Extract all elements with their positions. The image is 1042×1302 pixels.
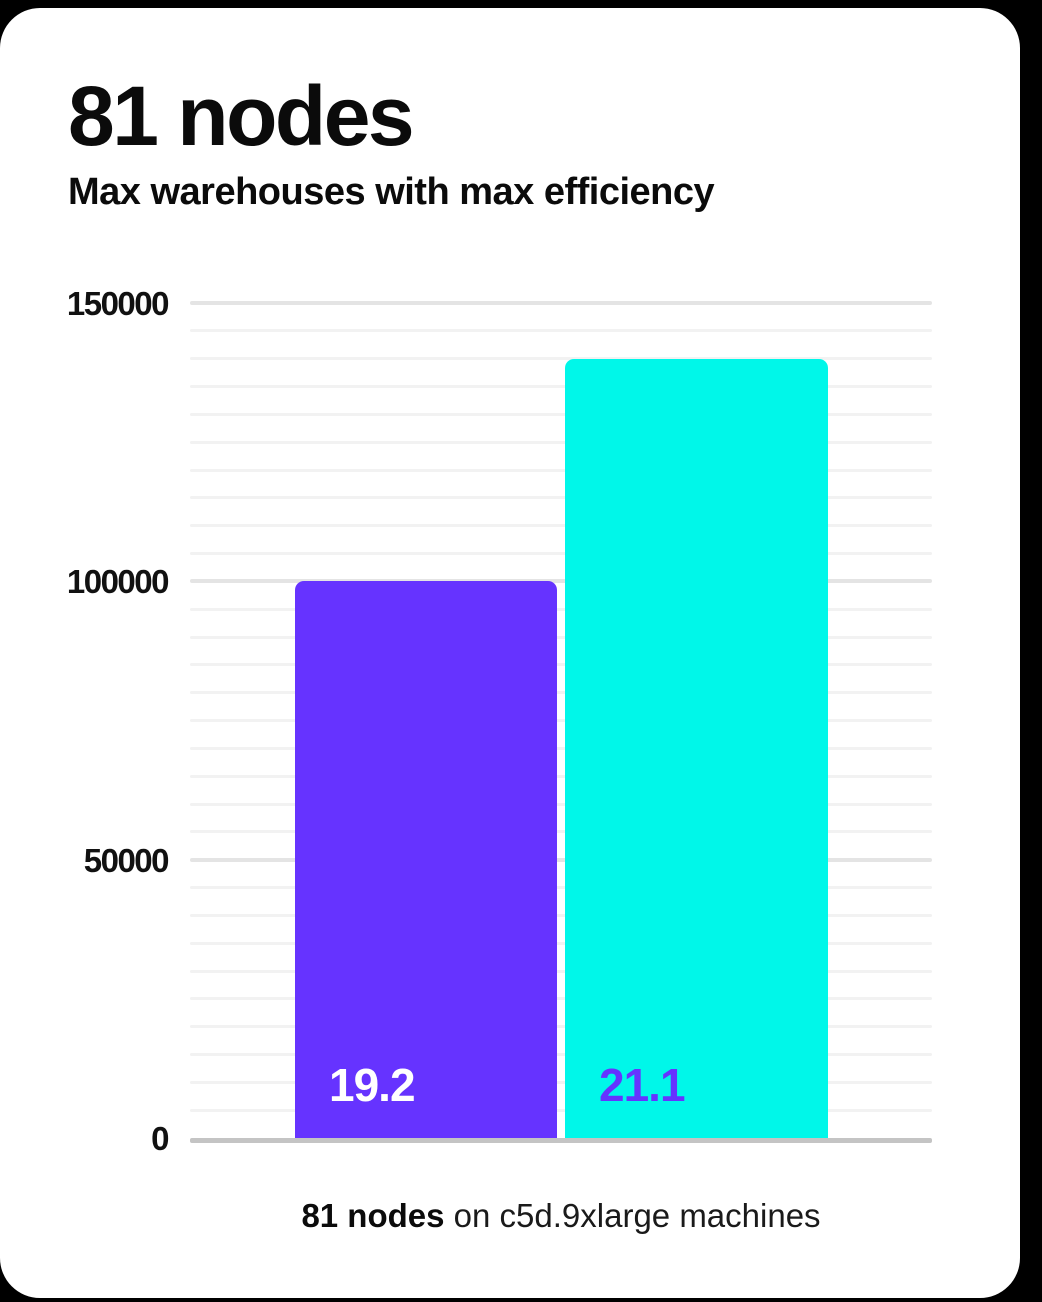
minor-gridline xyxy=(190,802,932,806)
caption-node-count: 81 nodes xyxy=(301,1197,445,1234)
bar-value-label: 21.1 xyxy=(599,1058,686,1111)
minor-gridline xyxy=(190,663,932,667)
bar-value-label: 19.2 xyxy=(329,1058,416,1111)
y-axis-tick-label: 0 xyxy=(151,1120,169,1157)
major-gridline xyxy=(190,857,932,862)
minor-gridline xyxy=(190,913,932,917)
major-gridline xyxy=(190,579,932,584)
minor-gridline xyxy=(190,440,932,444)
y-axis-tick-label: 100000 xyxy=(66,563,170,601)
minor-gridline xyxy=(190,1025,932,1029)
minor-gridline xyxy=(190,941,932,945)
minor-gridline xyxy=(190,1080,932,1084)
minor-gridline xyxy=(190,607,932,611)
minor-gridline xyxy=(190,691,932,695)
y-axis-tick-label: 50000 xyxy=(83,841,170,879)
bar-v19-2: 19.2 xyxy=(295,581,557,1138)
minor-gridline xyxy=(190,997,932,1001)
minor-gridline xyxy=(190,357,932,361)
minor-gridline xyxy=(190,719,932,722)
minor-gridline xyxy=(190,329,932,333)
minor-gridline xyxy=(190,468,932,472)
minor-gridline xyxy=(190,385,932,388)
chart-caption: 81 nodes on c5d.9xlarge machines xyxy=(190,1196,932,1236)
minor-gridline xyxy=(190,969,932,973)
minor-gridline xyxy=(190,1108,932,1112)
minor-gridline xyxy=(190,1053,932,1056)
y-axis-tick-label: 150000 xyxy=(66,285,170,322)
minor-gridline xyxy=(190,524,932,528)
page-title: 81 nodes xyxy=(68,69,415,163)
page-subtitle: Max warehouses with max efficiency xyxy=(68,171,715,213)
minor-gridline xyxy=(190,774,932,778)
minor-gridline xyxy=(190,412,932,416)
x-axis-baseline xyxy=(190,1138,932,1143)
minor-gridline xyxy=(190,886,932,889)
caption-machine-type: on c5d.9xlarge machines xyxy=(444,1197,821,1234)
bar-v21-1: 21.1 xyxy=(565,358,828,1138)
minor-gridline xyxy=(190,496,932,500)
minor-gridline xyxy=(190,635,932,639)
benchmark-card: 81 nodes Max warehouses with max efficie… xyxy=(0,8,1020,1298)
minor-gridline xyxy=(190,746,932,750)
major-gridline xyxy=(190,301,932,305)
minor-gridline xyxy=(190,552,932,555)
minor-gridline xyxy=(190,830,932,834)
